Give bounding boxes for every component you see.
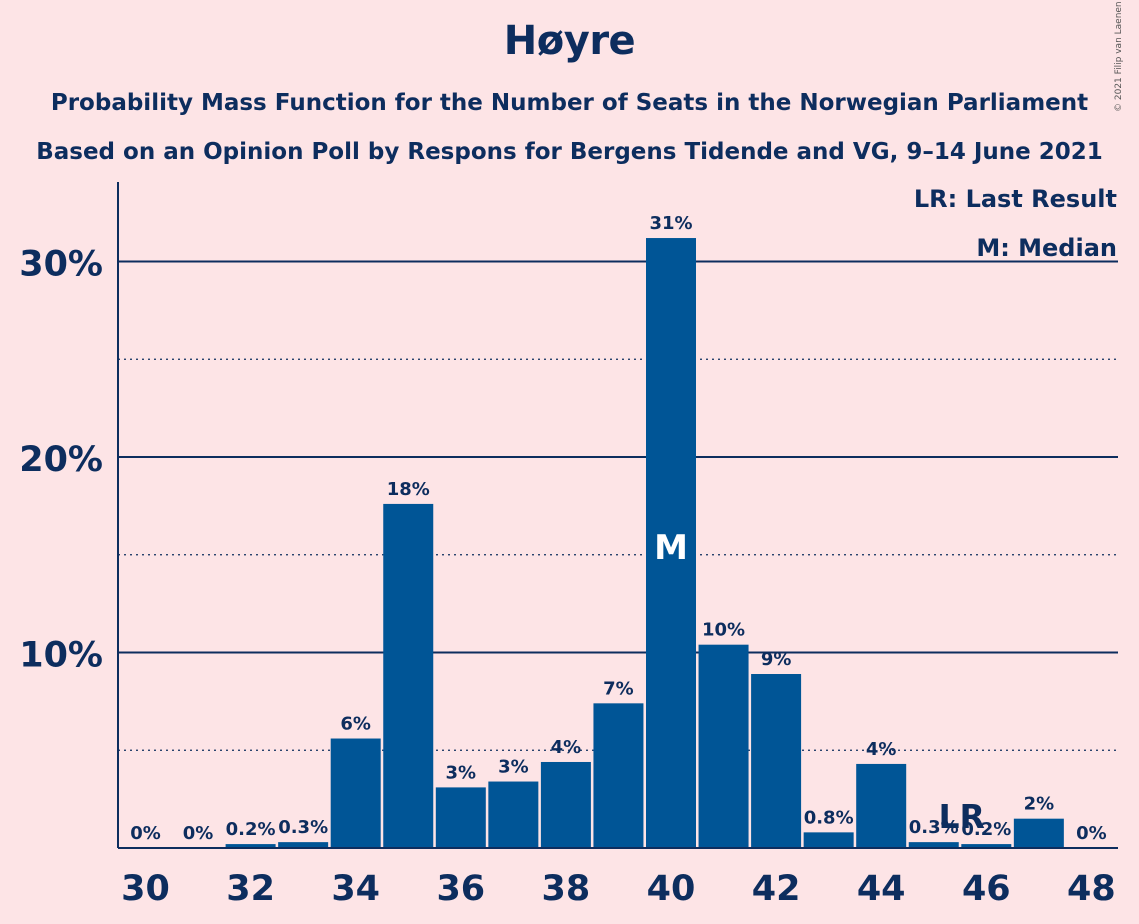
bar <box>435 787 486 848</box>
data-label: 4% <box>551 737 582 758</box>
axes: 10% 20% 30% 30 32 34 36 38 40 42 44 46 48 <box>19 182 1118 909</box>
data-label: 2% <box>1024 794 1055 815</box>
median-marker: M <box>654 528 688 568</box>
data-label: 31% <box>649 213 692 234</box>
legend-last-result: LR: Last Result <box>913 185 1117 213</box>
y-tick-label: 10% <box>19 636 103 676</box>
bar <box>383 503 434 848</box>
data-label: 7% <box>603 678 634 699</box>
bar <box>803 832 854 848</box>
x-tick-label: 34 <box>331 869 380 909</box>
x-tick-label: 44 <box>857 869 906 909</box>
bar <box>908 842 959 848</box>
legend-median: M: Median <box>976 234 1117 262</box>
bar <box>593 703 644 848</box>
data-label: 0.2% <box>226 819 276 840</box>
data-label: 10% <box>702 620 745 641</box>
bar <box>540 761 591 848</box>
bar <box>698 644 749 848</box>
y-tick-label: 20% <box>19 440 103 480</box>
data-label: 0% <box>183 823 214 844</box>
chart-subtitle: Probability Mass Function for the Number… <box>50 90 1089 116</box>
x-tick-label: 48 <box>1067 869 1116 909</box>
data-label: 0.3% <box>278 817 328 838</box>
bar <box>488 781 539 848</box>
bar <box>1013 818 1064 848</box>
bar <box>278 842 329 848</box>
last-result-marker: LR <box>939 797 985 836</box>
chart-subtitle-poll: Based on an Opinion Poll by Respons for … <box>36 139 1103 165</box>
data-labels: 0% 0% 0.2% 0.3%6%18%3% 3%4%7%31%10%9%0.8%4%0… <box>130 213 1106 844</box>
data-label: 6% <box>340 714 371 735</box>
data-label: 0.2% <box>961 819 1011 840</box>
x-tick-label: 46 <box>962 869 1011 909</box>
data-label: 18% <box>387 479 430 500</box>
x-tick-label: 42 <box>752 869 801 909</box>
bar <box>751 674 802 848</box>
x-tick-label: 38 <box>542 869 591 909</box>
data-label: 0% <box>130 823 161 844</box>
x-tick-label: 36 <box>436 869 485 909</box>
bar <box>225 844 276 848</box>
x-tick-label: 30 <box>121 869 170 909</box>
x-tick-label: 40 <box>647 869 696 909</box>
gridlines <box>118 260 1118 751</box>
data-label: 0% <box>1076 823 1107 844</box>
data-label: 9% <box>761 649 792 670</box>
bars <box>225 238 1064 849</box>
bar <box>961 844 1012 848</box>
chart-title: Høyre <box>503 18 636 64</box>
bar <box>330 738 381 848</box>
data-label: 0.3% <box>909 817 959 838</box>
data-label: 3% <box>446 762 477 783</box>
data-label: 3% <box>498 757 529 778</box>
bar <box>646 238 696 849</box>
data-label: 4% <box>866 739 897 760</box>
data-label: 0.8% <box>804 807 854 828</box>
bar <box>856 763 907 848</box>
x-tick-label: 32 <box>226 869 275 909</box>
y-tick-label: 30% <box>19 245 103 285</box>
